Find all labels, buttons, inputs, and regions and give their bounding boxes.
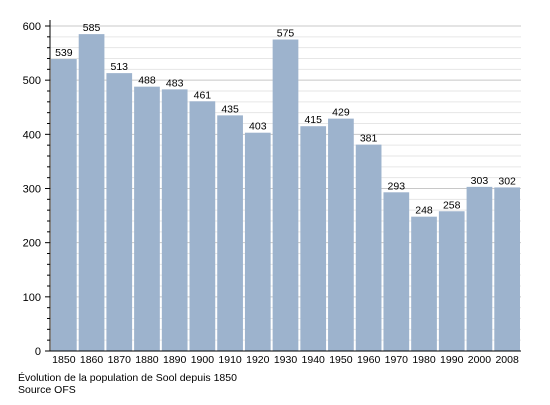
bar: [189, 101, 216, 352]
data-label: 483: [166, 77, 184, 89]
y-tick-label: 500: [23, 75, 41, 87]
data-label: 403: [249, 121, 267, 133]
bar: [411, 216, 437, 351]
bar: [244, 132, 271, 351]
bar: [134, 86, 160, 352]
data-label: 258: [443, 199, 461, 211]
bar: [383, 192, 410, 351]
data-label: 539: [55, 47, 73, 59]
data-label: 461: [194, 89, 212, 101]
bar: [438, 211, 465, 351]
x-tick-label: 1910: [218, 354, 242, 366]
x-tick-label: 1940: [302, 354, 326, 366]
bar: [300, 126, 327, 351]
x-tick-label: 1900: [191, 354, 215, 366]
y-tick-label: 400: [23, 129, 41, 141]
bar: [51, 59, 77, 352]
data-label: 575: [277, 28, 295, 40]
x-tick-label: 1860: [80, 354, 104, 366]
y-tick-label: 100: [23, 292, 41, 304]
data-label: 302: [498, 175, 516, 187]
y-tick-label: 600: [23, 21, 41, 33]
x-tick-label: 2000: [468, 354, 492, 366]
x-tick-label: 1950: [329, 354, 353, 366]
data-label: 435: [221, 103, 239, 115]
x-tick-label: 1870: [108, 354, 132, 366]
data-label: 415: [304, 114, 322, 126]
bar: [494, 187, 520, 351]
data-label: 513: [110, 61, 128, 73]
x-tick-label: 1880: [135, 354, 159, 366]
y-tick-label: 200: [23, 238, 41, 250]
bar: [272, 39, 299, 352]
x-tick-label: 2008: [495, 354, 519, 366]
data-label: 488: [138, 75, 156, 87]
data-label: 248: [415, 205, 433, 217]
bar: [328, 118, 354, 351]
bar: [217, 115, 243, 351]
data-label: 381: [360, 133, 378, 145]
chart-caption: Évolution de la population de Sool depui…: [18, 372, 237, 384]
y-tick-label: 0: [35, 346, 41, 358]
data-label: 293: [388, 180, 406, 192]
data-label: 429: [332, 107, 350, 119]
x-tick-label: 1920: [246, 354, 270, 366]
y-tick-label: 300: [23, 184, 41, 196]
x-tick-label: 1980: [412, 354, 436, 366]
bar: [466, 186, 493, 351]
data-label: 303: [471, 175, 489, 187]
bar: [78, 34, 105, 351]
x-tick-label: 1970: [385, 354, 409, 366]
x-tick-label: 1890: [163, 354, 187, 366]
bar: [355, 144, 382, 351]
bar: [161, 89, 188, 351]
x-tick-label: 1960: [357, 354, 381, 366]
data-label: 585: [83, 22, 101, 34]
x-tick-label: 1990: [440, 354, 464, 366]
x-tick-label: 1850: [52, 354, 76, 366]
x-tick-label: 1930: [274, 354, 298, 366]
bar: [106, 73, 133, 351]
chart-source: Source OFS: [18, 384, 76, 396]
